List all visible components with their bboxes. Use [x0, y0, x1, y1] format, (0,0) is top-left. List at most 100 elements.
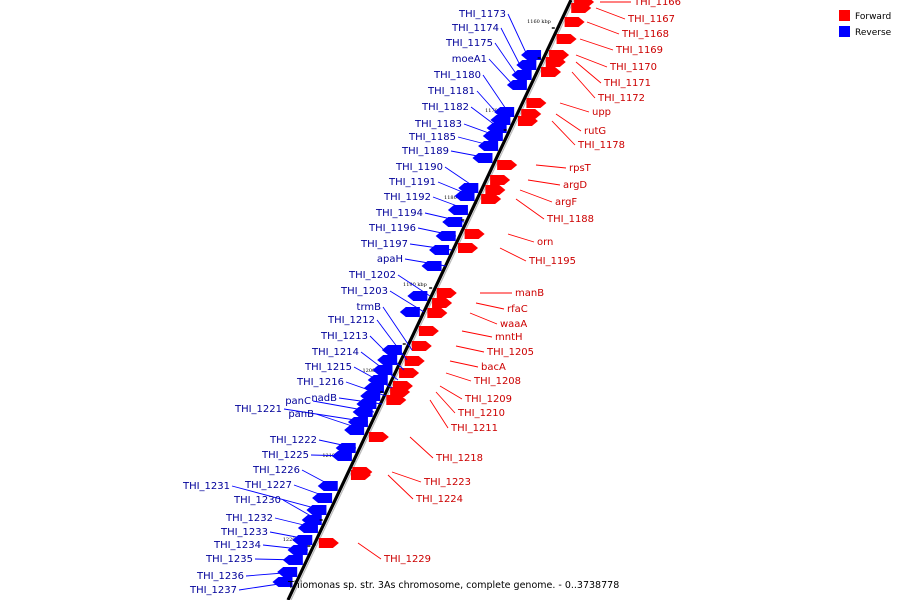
reverse-gene-feature[interactable]: [335, 443, 356, 453]
forward-gene-feature[interactable]: [485, 185, 506, 195]
forward-gene-feature[interactable]: [497, 160, 518, 170]
forward-gene-feature[interactable]: [564, 17, 585, 27]
forward-gene-label[interactable]: THI_1167: [627, 14, 675, 25]
reverse-gene-label[interactable]: THI_1196: [368, 223, 416, 234]
reverse-gene-label[interactable]: THI_1185: [408, 132, 456, 143]
reverse-gene-label[interactable]: THI_1235: [205, 554, 253, 565]
reverse-gene-label[interactable]: THI_1231: [182, 481, 230, 492]
reverse-gene-label[interactable]: THI_1236: [196, 571, 244, 582]
forward-gene-label[interactable]: waaA: [500, 319, 527, 330]
forward-gene-feature[interactable]: [464, 229, 485, 239]
forward-gene-label[interactable]: THI_1170: [609, 62, 657, 73]
reverse-gene-label[interactable]: THI_1173: [458, 9, 506, 20]
forward-gene-label[interactable]: argD: [563, 180, 587, 191]
reverse-gene-label[interactable]: THI_1216: [296, 377, 344, 388]
forward-gene-feature[interactable]: [418, 326, 439, 336]
forward-gene-feature[interactable]: [318, 538, 339, 548]
forward-gene-label[interactable]: THI_1211: [450, 423, 498, 434]
reverse-gene-feature[interactable]: [407, 291, 428, 301]
reverse-gene-label[interactable]: THI_1202: [348, 270, 396, 281]
reverse-gene-label[interactable]: nadB: [311, 393, 337, 404]
reverse-gene-label[interactable]: THI_1227: [244, 480, 292, 491]
reverse-gene-label[interactable]: THI_1181: [427, 86, 475, 97]
reverse-gene-label[interactable]: THI_1180: [433, 70, 481, 81]
forward-gene-label[interactable]: THI_1210: [457, 408, 505, 419]
forward-gene-feature[interactable]: [386, 395, 407, 405]
reverse-gene-feature[interactable]: [486, 123, 507, 133]
forward-gene-label[interactable]: orn: [537, 237, 553, 248]
reverse-gene-feature[interactable]: [472, 153, 493, 163]
reverse-gene-feature[interactable]: [360, 391, 381, 401]
forward-gene-feature[interactable]: [541, 67, 562, 77]
reverse-gene-label[interactable]: THI_1226: [252, 465, 300, 476]
forward-gene-label[interactable]: THI_1169: [615, 45, 663, 56]
forward-gene-label[interactable]: THI_1178: [577, 140, 625, 151]
reverse-gene-label[interactable]: THI_1183: [414, 119, 462, 130]
reverse-gene-label[interactable]: THI_1234: [213, 540, 261, 551]
forward-gene-feature[interactable]: [399, 368, 420, 378]
forward-gene-feature[interactable]: [481, 194, 502, 204]
reverse-gene-feature[interactable]: [454, 191, 475, 201]
forward-gene-feature[interactable]: [432, 298, 453, 308]
forward-gene-label[interactable]: THI_1218: [435, 453, 483, 464]
reverse-gene-label[interactable]: THI_1191: [388, 177, 436, 188]
forward-gene-label[interactable]: THI_1208: [473, 376, 521, 387]
reverse-gene-label[interactable]: trmB: [357, 302, 382, 313]
forward-gene-feature[interactable]: [390, 387, 411, 397]
reverse-gene-label[interactable]: THI_1232: [225, 513, 273, 524]
forward-gene-label[interactable]: THI_1229: [383, 554, 431, 565]
reverse-gene-feature[interactable]: [312, 493, 333, 503]
reverse-gene-label[interactable]: THI_1221: [234, 404, 282, 415]
reverse-gene-feature[interactable]: [344, 425, 365, 435]
forward-gene-label[interactable]: THI_1195: [528, 256, 576, 267]
reverse-gene-label[interactable]: THI_1190: [395, 162, 443, 173]
forward-gene-label[interactable]: THI_1172: [597, 93, 645, 104]
reverse-gene-label[interactable]: THI_1212: [327, 315, 375, 326]
forward-gene-label[interactable]: mntH: [495, 332, 523, 343]
forward-gene-feature[interactable]: [458, 243, 479, 253]
reverse-gene-label[interactable]: THI_1215: [304, 362, 352, 373]
reverse-gene-label[interactable]: THI_1189: [401, 146, 449, 157]
forward-gene-feature[interactable]: [517, 116, 538, 126]
reverse-gene-feature[interactable]: [511, 70, 532, 80]
forward-gene-feature[interactable]: [411, 341, 432, 351]
reverse-gene-feature[interactable]: [442, 217, 463, 227]
forward-gene-label[interactable]: THI_1166: [633, 0, 681, 8]
reverse-gene-label[interactable]: THI_1175: [445, 38, 493, 49]
forward-gene-feature[interactable]: [545, 57, 566, 67]
reverse-gene-label[interactable]: panC: [285, 396, 311, 407]
reverse-gene-feature[interactable]: [429, 245, 450, 255]
reverse-gene-feature[interactable]: [435, 231, 456, 241]
reverse-gene-label[interactable]: panB: [288, 409, 314, 420]
forward-gene-feature[interactable]: [490, 175, 511, 185]
forward-gene-feature[interactable]: [350, 470, 371, 480]
reverse-gene-label[interactable]: THI_1222: [269, 435, 317, 446]
forward-gene-label[interactable]: rpsT: [569, 163, 592, 174]
reverse-gene-feature[interactable]: [506, 80, 527, 90]
forward-gene-label[interactable]: manB: [515, 288, 544, 299]
forward-gene-label[interactable]: THI_1188: [546, 214, 594, 225]
forward-gene-feature[interactable]: [404, 356, 425, 366]
reverse-gene-label[interactable]: moeA1: [452, 54, 487, 65]
reverse-gene-feature[interactable]: [458, 183, 479, 193]
forward-gene-feature[interactable]: [427, 308, 448, 318]
reverse-gene-feature[interactable]: [317, 481, 338, 491]
forward-gene-feature[interactable]: [556, 34, 577, 44]
reverse-gene-feature[interactable]: [277, 567, 298, 577]
reverse-gene-feature[interactable]: [516, 60, 537, 70]
reverse-gene-feature[interactable]: [482, 131, 503, 141]
reverse-gene-feature[interactable]: [381, 345, 402, 355]
reverse-gene-label[interactable]: THI_1197: [360, 239, 408, 250]
forward-gene-label[interactable]: argF: [555, 197, 577, 208]
reverse-gene-label[interactable]: THI_1233: [220, 527, 268, 538]
reverse-gene-feature[interactable]: [490, 115, 511, 125]
reverse-gene-label[interactable]: THI_1192: [383, 192, 431, 203]
forward-gene-label[interactable]: THI_1209: [464, 394, 512, 405]
forward-gene-label[interactable]: rfaC: [507, 304, 528, 315]
reverse-gene-label[interactable]: THI_1230: [233, 495, 281, 506]
forward-gene-feature[interactable]: [368, 432, 389, 442]
forward-gene-label[interactable]: THI_1223: [423, 477, 471, 488]
forward-gene-label[interactable]: THI_1224: [415, 494, 463, 505]
reverse-gene-label[interactable]: THI_1213: [320, 331, 368, 342]
reverse-gene-feature[interactable]: [297, 523, 318, 533]
